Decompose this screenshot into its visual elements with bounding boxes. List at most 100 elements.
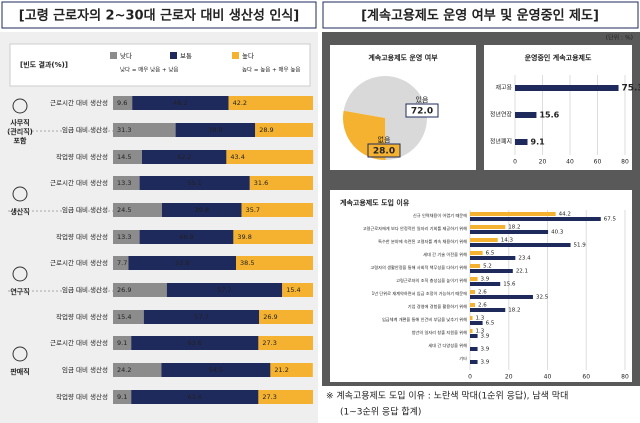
bar xyxy=(470,321,483,325)
value-label: 42.2 xyxy=(177,153,191,161)
x-tick-label: 20 xyxy=(539,159,547,166)
group-label: 포함 xyxy=(14,136,27,145)
legend-label: 높다 xyxy=(242,51,254,60)
bar xyxy=(470,251,483,255)
value-label: 39.8 xyxy=(195,206,209,214)
value-label: 28.9 xyxy=(259,126,273,134)
bar-segment xyxy=(113,310,144,324)
bar xyxy=(515,85,619,91)
y-tick-label: 1년 단위로 재계약하면서 임금 조정이 가능하기 때문에 xyxy=(372,290,468,297)
x-tick-label: 60 xyxy=(582,374,590,381)
y-tick-label: 청년의 일자리 창출 지원을 위해 xyxy=(412,329,468,336)
bar-segment xyxy=(128,256,236,270)
value-label: 26.9 xyxy=(117,286,131,294)
bar-segment xyxy=(166,283,283,297)
value-label: 42.2 xyxy=(233,99,247,107)
value-label: 24.5 xyxy=(117,206,131,214)
legend-swatch xyxy=(170,52,177,59)
y-tick-label: 재고용 xyxy=(495,84,512,92)
bar-segment xyxy=(113,123,176,137)
note: (1~3순위 응답 합계) xyxy=(340,406,421,418)
bar-segment xyxy=(113,256,129,270)
bar xyxy=(470,256,516,260)
legend-label: 보통 xyxy=(180,52,192,60)
bar-segment xyxy=(258,336,313,350)
value-label: 39.8 xyxy=(208,126,222,134)
bar-segment xyxy=(226,150,314,164)
row-label: 근로시간 대비 생산성 xyxy=(50,258,108,267)
value-label: 55.1 xyxy=(187,179,201,187)
value-label: 9.1 xyxy=(117,393,127,401)
bar xyxy=(470,308,506,312)
group-label: 사무직 xyxy=(10,118,29,127)
value-label: 3.9 xyxy=(481,277,490,283)
pie-value: 72.0 xyxy=(411,107,433,117)
y-tick-label: 임금체계 개편을 통해 인건비 부담을 낮추기 위해 xyxy=(382,316,467,323)
row-label: 임금 대비 생산성 xyxy=(62,365,108,374)
row-label: 근로시간 대비 생산성 xyxy=(50,338,108,347)
x-tick-label: 80 xyxy=(621,159,629,166)
bar-segment xyxy=(131,390,259,404)
y-tick-label: 특수한 분야에 숙련된 고령자를 계속 채용하기 위해 xyxy=(378,238,467,245)
bar xyxy=(515,112,537,118)
bar-segment xyxy=(139,230,234,244)
value-label: 48.2 xyxy=(173,99,187,107)
value-label: 26.9 xyxy=(263,313,277,321)
bar xyxy=(470,212,556,216)
pie-category: 없음 xyxy=(378,136,391,144)
value-label: 6.5 xyxy=(486,321,495,327)
y-tick-label: 정년연장 xyxy=(490,111,513,119)
value-label: 14.5 xyxy=(117,153,131,161)
value-label: 54.5 xyxy=(209,366,223,374)
row-label: 작업량 대비 생산성 xyxy=(56,312,108,321)
bar-segment xyxy=(132,96,229,110)
bar-card xyxy=(484,45,632,170)
value-label: 38.5 xyxy=(240,259,254,267)
group-icon xyxy=(12,346,28,362)
bar xyxy=(470,347,478,351)
value-label: 15.4 xyxy=(286,286,300,294)
value-label: 14.3 xyxy=(501,238,514,244)
bar xyxy=(515,139,528,145)
x-tick-label: 80 xyxy=(621,374,629,381)
value-label: 53.8 xyxy=(175,259,189,267)
row-label: 임금 대비 생산성 xyxy=(62,205,108,214)
bar-segment xyxy=(249,176,313,190)
legend-swatch xyxy=(110,52,117,59)
group-icon xyxy=(12,186,28,202)
bar xyxy=(470,277,478,281)
y-tick-label: 고령자의 생활안정을 통해 사회적 책무성을 다하기 위해 xyxy=(370,264,467,271)
row-label: 근로시간 대비 생산성 xyxy=(50,178,108,187)
bar-segment xyxy=(142,150,227,164)
x-tick-label: 0 xyxy=(513,159,517,166)
pie-category: 있음 xyxy=(416,96,429,104)
unit: (단위 : %) xyxy=(606,34,633,42)
bar-segment xyxy=(228,96,313,110)
group-icon xyxy=(12,98,28,114)
note: ※ 계속고용제도 도입 이유 : 노란색 막대(1순위 응답), 남색 막대 xyxy=(326,390,568,402)
value-label: 35.7 xyxy=(246,206,260,214)
left-title-box xyxy=(1,1,317,29)
value-label: 3.9 xyxy=(481,360,490,366)
bar-segment xyxy=(113,390,132,404)
value-label: 40.3 xyxy=(551,230,564,236)
bar-segment xyxy=(259,310,313,324)
bar-segment xyxy=(113,150,142,164)
value-label: 18.2 xyxy=(508,308,520,314)
value-label: 27.3 xyxy=(262,393,276,401)
bar-segment xyxy=(113,203,162,217)
value-label: 9.6 xyxy=(117,99,127,107)
row-label: 작업량 대비 생산성 xyxy=(56,232,108,241)
row-label: 임금 대비 생산성 xyxy=(62,285,108,294)
value-label: 75.3 xyxy=(622,84,640,94)
value-label: 15.6 xyxy=(539,111,559,120)
bar-segment xyxy=(113,96,133,110)
value-label: 1.3 xyxy=(476,329,485,335)
legend-label: 낮다 xyxy=(120,51,132,60)
row-label: 작업량 대비 생산성 xyxy=(56,392,108,401)
value-label: 63.6 xyxy=(188,339,202,347)
value-label: 24.2 xyxy=(117,366,131,374)
bar-segment xyxy=(113,336,132,350)
bar-segment xyxy=(113,176,140,190)
